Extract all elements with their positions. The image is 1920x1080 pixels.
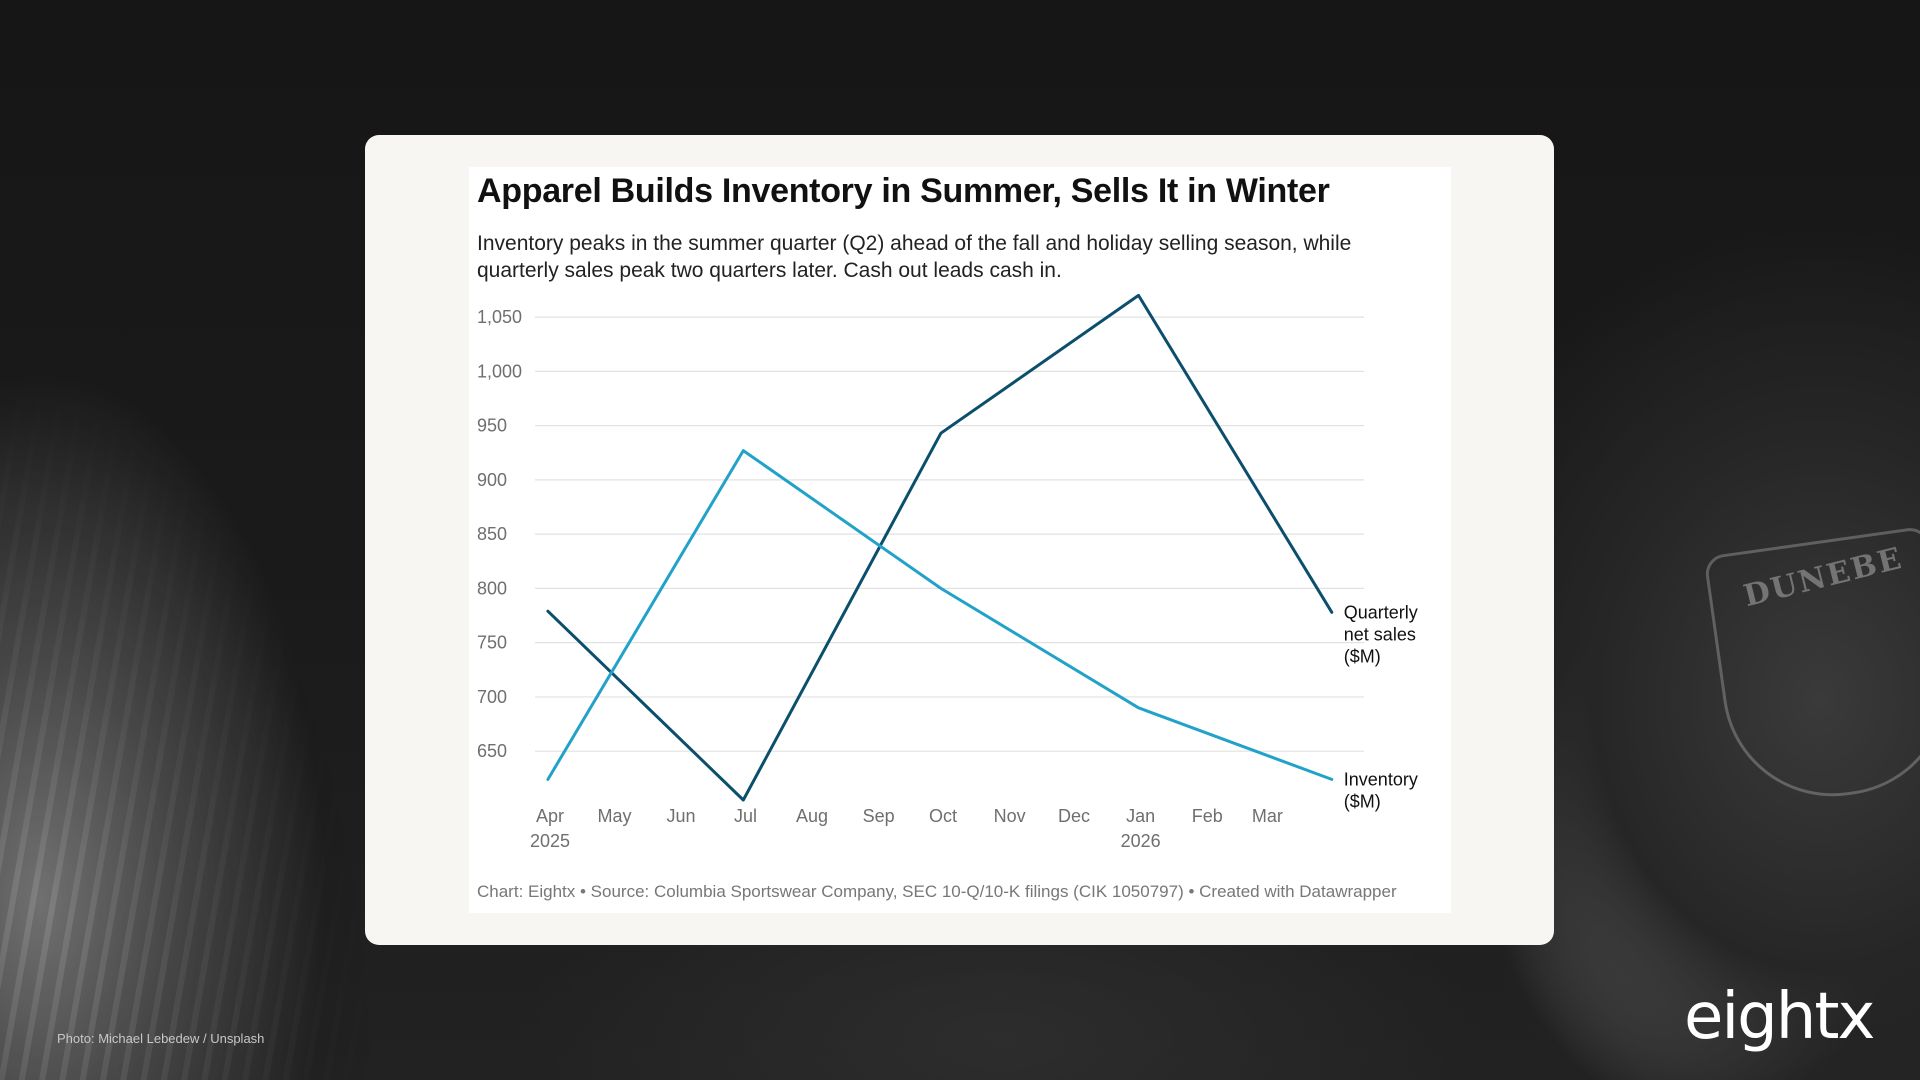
series-label-line: Quarterly xyxy=(1344,602,1418,622)
series-line-net-sales xyxy=(546,293,1334,802)
y-tick-label: 750 xyxy=(477,633,507,653)
y-tick-label: 700 xyxy=(477,687,507,707)
x-tick-label: Dec xyxy=(1058,806,1090,826)
y-tick-label: 950 xyxy=(477,416,507,436)
y-tick-label: 850 xyxy=(477,524,507,544)
x-tick-label: Jul xyxy=(734,806,757,826)
x-tick-label: Sep xyxy=(863,806,895,826)
series-line-inventory xyxy=(546,449,1334,781)
x-tick-label: May xyxy=(597,806,631,826)
series-label-inventory: Inventory($M) xyxy=(1344,769,1418,811)
background-fabric-texture xyxy=(0,380,380,1080)
y-tick-label: 1,000 xyxy=(477,361,522,381)
x-tick-year-label: 2026 xyxy=(1121,831,1161,851)
chart-source-notes: Chart: Eightx • Source: Columbia Sportsw… xyxy=(477,882,1397,901)
eightx-logo: eightx xyxy=(1684,980,1875,1054)
x-tick-label: Jan xyxy=(1126,806,1155,826)
y-tick-label: 1,050 xyxy=(477,307,522,327)
series-label-line: ($M) xyxy=(1344,791,1381,811)
photo-credit: Photo: Michael Lebedew / Unsplash xyxy=(57,1031,265,1046)
series-label-line: Inventory xyxy=(1344,769,1418,789)
chart-title: Apparel Builds Inventory in Summer, Sell… xyxy=(477,172,1330,210)
y-tick-label: 650 xyxy=(477,741,507,761)
x-tick-label: Aug xyxy=(796,806,828,826)
y-tick-label: 900 xyxy=(477,470,507,490)
x-axis-tick-labels: Apr 2025 May Jun Jul Aug Sep Oct Nov Dec Jan 2026 Fe… xyxy=(530,806,1283,851)
x-tick-label: Oct xyxy=(929,806,957,826)
x-tick-label: Apr xyxy=(536,806,564,826)
series-label-line: net sales xyxy=(1344,624,1416,644)
series-label-line: ($M) xyxy=(1344,646,1381,666)
y-tick-label: 800 xyxy=(477,578,507,598)
x-tick-label: Feb xyxy=(1192,806,1223,826)
x-tick-label: Mar xyxy=(1252,806,1283,826)
x-tick-label: Nov xyxy=(994,806,1026,826)
x-tick-label: Jun xyxy=(667,806,696,826)
series-lines xyxy=(546,293,1334,802)
grid-lines xyxy=(535,316,1364,752)
x-tick-year-label: 2025 xyxy=(530,831,570,851)
chart-subtitle: Inventory peaks in the summer quarter (Q… xyxy=(477,232,1352,282)
y-axis-tick-labels: 650 700 750 800 850 900 950 1,000 1,050 xyxy=(477,307,522,761)
